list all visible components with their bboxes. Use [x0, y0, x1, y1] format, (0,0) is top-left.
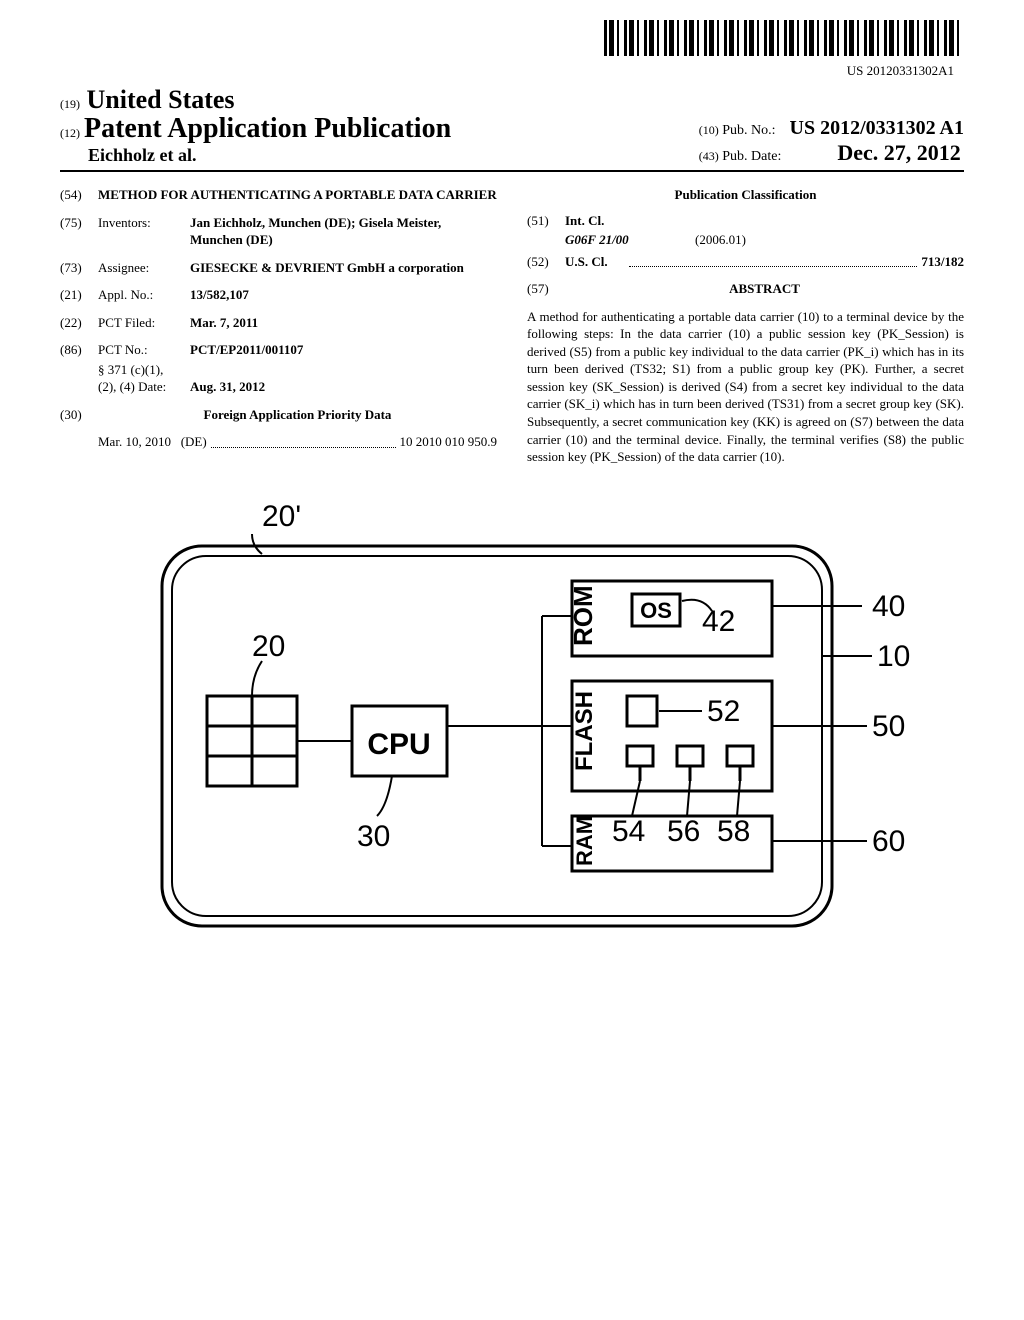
foreign-num: 10 2010 010 950.9: [400, 433, 498, 451]
lead-20p: [252, 534, 262, 554]
code-51: (51): [527, 212, 565, 230]
uscl-value: 713/182: [921, 253, 964, 271]
foreign-date: Mar. 10, 2010: [98, 433, 171, 451]
lead-58: [737, 781, 740, 816]
rom-box: [572, 581, 772, 656]
label-40: 40: [872, 590, 905, 623]
intcl-label: Int. Cl.: [565, 212, 964, 230]
inventors-label: Inventors:: [98, 214, 190, 249]
right-column: Publication Classification (51) Int. Cl.…: [527, 186, 964, 466]
header-block: (19) United States (12) Patent Applicati…: [60, 85, 964, 172]
code-86: (86): [60, 341, 98, 359]
rom-text: ROM: [568, 585, 598, 646]
flash-item-58: [727, 746, 753, 781]
code-57: (57): [527, 280, 565, 298]
label-58: 58: [717, 815, 750, 848]
classification-heading: Publication Classification: [527, 186, 964, 204]
flash-item-54: [627, 746, 653, 781]
contact-pad: [207, 696, 297, 786]
figure: 20' 20 CPU 30 ROM OS 42 40 10 FLASH 52: [60, 496, 964, 956]
bibliographic-columns: (54) METHOD FOR AUTHENTICATING A PORTABL…: [60, 186, 964, 466]
code-73: (73): [60, 259, 98, 277]
label-42: 42: [702, 605, 735, 638]
ram-text: RAM: [572, 816, 597, 866]
code-12: (12): [60, 126, 80, 140]
barcode-graphic: [604, 20, 964, 56]
pctfiled-label: PCT Filed:: [98, 314, 190, 332]
foreign-priority-heading: Foreign Application Priority Data: [98, 406, 497, 424]
assignee: GIESECKE & DEVRIENT GmbH a corporation: [190, 260, 464, 275]
code-75: (75): [60, 214, 98, 249]
foreign-priority-row: Mar. 10, 2010 (DE) 10 2010 010 950.9: [98, 433, 497, 451]
pubno-label: Pub. No.:: [722, 123, 775, 138]
flash-item-52: [627, 696, 657, 726]
intcl-code: G06F 21/00: [565, 232, 629, 247]
dot-leader: [629, 266, 917, 267]
lead-54: [632, 781, 640, 816]
authors: Eichholz et al.: [60, 145, 451, 166]
label-50: 50: [872, 710, 905, 743]
label-30: 30: [357, 820, 390, 853]
applno: 13/582,107: [190, 286, 497, 304]
os-text: OS: [640, 598, 672, 623]
assignee-label: Assignee:: [98, 259, 190, 277]
lead-56: [687, 781, 690, 816]
code-19: (19): [60, 97, 80, 111]
code-54: (54): [60, 186, 98, 204]
barcode-text: US 20120331302A1: [60, 63, 964, 79]
pctno-label: PCT No.:: [98, 341, 190, 359]
pubdate-label: Pub. Date:: [722, 149, 781, 164]
cpu-text: CPU: [367, 728, 430, 761]
uscl-label: U.S. Cl.: [565, 253, 625, 271]
s371-label: § 371 (c)(1), (2), (4) Date:: [98, 361, 190, 396]
label-20p: 20': [262, 500, 301, 533]
invention-title: METHOD FOR AUTHENTICATING A PORTABLE DAT…: [98, 186, 497, 204]
s371-date: Aug. 31, 2012: [190, 378, 497, 396]
lead-30: [377, 776, 392, 816]
abstract-text: A method for authenticating a portable d…: [527, 308, 964, 466]
foreign-country: (DE): [181, 433, 207, 451]
pctno: PCT/EP2011/001107: [190, 341, 497, 359]
pctfiled: Mar. 7, 2011: [190, 314, 497, 332]
label-10: 10: [877, 640, 910, 673]
intcl-year: (2006.01): [695, 231, 746, 249]
code-22: (22): [60, 314, 98, 332]
flash-item-56: [677, 746, 703, 781]
code-43: (43): [699, 149, 719, 163]
code-30: (30): [60, 406, 98, 424]
label-56: 56: [667, 815, 700, 848]
left-column: (54) METHOD FOR AUTHENTICATING A PORTABL…: [60, 186, 497, 466]
figure-svg: 20' 20 CPU 30 ROM OS 42 40 10 FLASH 52: [102, 496, 922, 956]
abstract-label: ABSTRACT: [565, 280, 964, 298]
dot-leader: [211, 447, 396, 448]
flash-text: FLASH: [571, 691, 598, 771]
code-21: (21): [60, 286, 98, 304]
country: United States: [87, 85, 235, 114]
pubno: US 2012/0331302 A1: [790, 117, 964, 139]
flash-box: [572, 681, 772, 791]
barcode-region: [60, 20, 964, 61]
lead-20: [252, 661, 262, 696]
code-52: (52): [527, 253, 565, 271]
label-52: 52: [707, 695, 740, 728]
card-outer: [162, 546, 832, 926]
pubdate: Dec. 27, 2012: [837, 140, 960, 165]
code-10: (10): [699, 123, 719, 137]
publication-title: Patent Application Publication: [84, 113, 451, 144]
applno-label: Appl. No.:: [98, 286, 190, 304]
label-60: 60: [872, 825, 905, 858]
inventors: Jan Eichholz, Munchen (DE); Gisela Meist…: [190, 215, 441, 248]
label-54: 54: [612, 815, 645, 848]
label-20: 20: [252, 630, 285, 663]
